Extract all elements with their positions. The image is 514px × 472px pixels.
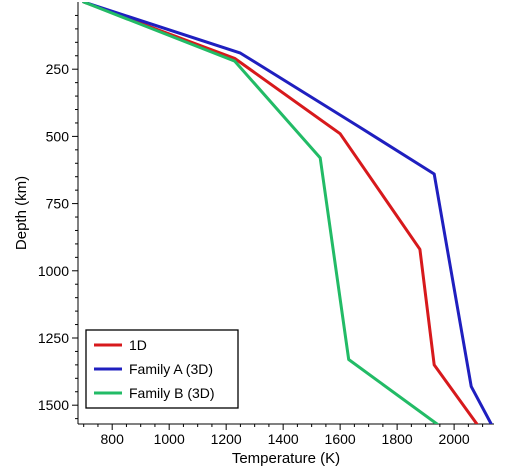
- y-tick-label: 1000: [38, 263, 69, 279]
- y-tick-label: 250: [46, 61, 70, 77]
- series-lines: [82, 2, 493, 424]
- legend-label: Family B (3D): [129, 385, 215, 401]
- x-tick-labels: 800 1000 1200 1400 1600 1800 2000: [101, 431, 470, 447]
- x-tick-label: 1600: [325, 431, 356, 447]
- y-tick-labels: 250 500 750 1000 1250 1500: [38, 61, 69, 413]
- y-tick-label: 500: [46, 128, 70, 144]
- y-tick-label: 1250: [38, 330, 69, 346]
- y-tick-label: 750: [46, 196, 70, 212]
- x-tick-label: 1400: [268, 431, 299, 447]
- legend: 1D Family A (3D) Family B (3D): [85, 329, 239, 409]
- x-tick-label: 1200: [211, 431, 242, 447]
- x-tick-label: 1800: [382, 431, 413, 447]
- legend-label: 1D: [129, 337, 147, 353]
- axes: [72, 2, 494, 430]
- x-tick-label: 1000: [154, 431, 185, 447]
- x-tick-label: 2000: [439, 431, 470, 447]
- x-tick-label: 800: [101, 431, 125, 447]
- x-axis-title: Temperature (K): [232, 450, 340, 467]
- series-line-2: [82, 2, 493, 424]
- legend-label: Family A (3D): [129, 361, 213, 377]
- series-line-1: [82, 2, 479, 424]
- y-axis-title: Depth (km): [13, 176, 30, 250]
- y-tick-label: 1500: [38, 397, 69, 413]
- series-line-3: [82, 2, 439, 424]
- legend-items: 1D Family A (3D) Family B (3D): [94, 337, 215, 401]
